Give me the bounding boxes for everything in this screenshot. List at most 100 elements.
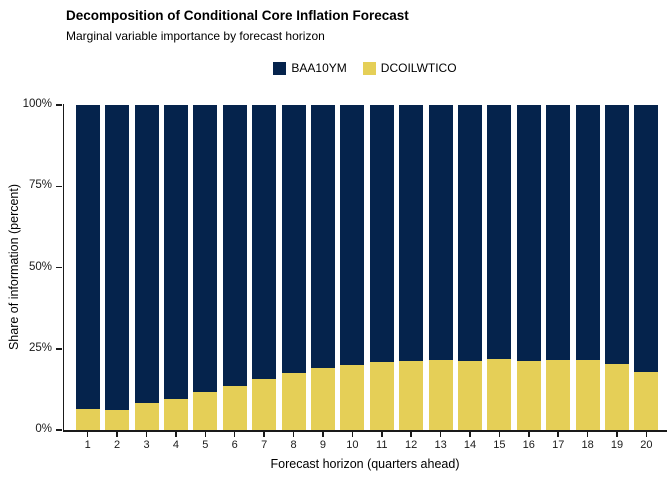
bar-group-8 [279, 105, 308, 430]
x-tick-mark [498, 431, 501, 437]
legend-swatch-icon [273, 61, 287, 75]
bar-group-17 [544, 105, 573, 430]
x-tick-mark [645, 431, 648, 437]
bar-group-10 [338, 105, 367, 430]
stacked-bar [281, 105, 306, 430]
legend-label: BAA10YM [291, 61, 347, 75]
x-tick-label: 8 [290, 438, 297, 451]
bar-group-19 [602, 105, 631, 430]
bar-group-11 [367, 105, 396, 430]
stacked-bar [605, 105, 630, 430]
bar-segment-DCOILWTICO [546, 360, 571, 430]
bar-segment-DCOILWTICO [105, 409, 130, 430]
bar-group-9 [308, 105, 337, 430]
x-tick-mark [204, 431, 207, 437]
bar-group-7 [249, 105, 278, 430]
x-tick-label: 16 [522, 438, 535, 451]
x-tick-3: 3 [132, 431, 161, 451]
x-tick-label: 6 [231, 438, 238, 451]
x-axis-ticks: 1 2 3 4 5 6 7 8 9 10 11 12 13 14 15 16 17 18 19 20 [64, 431, 666, 451]
x-tick-mark [381, 431, 383, 437]
stacked-bar [134, 105, 159, 430]
bar-group-5 [191, 105, 220, 430]
x-tick-mark [557, 431, 559, 437]
x-tick-label: 1 [84, 438, 91, 451]
stacked-bar [575, 105, 600, 430]
x-tick-mark [263, 431, 265, 437]
x-tick-4: 4 [161, 431, 190, 451]
chart-title: Decomposition of Conditional Core Inflat… [66, 8, 409, 23]
x-tick-mark [175, 431, 177, 437]
x-tick-19: 19 [602, 431, 631, 451]
stacked-bar [546, 105, 571, 430]
x-axis-title: Forecast horizon (quarters ahead) [270, 457, 460, 471]
x-tick-mark [86, 431, 89, 437]
bar-segment-DCOILWTICO [516, 361, 541, 430]
legend-label: DCOILWTICO [380, 61, 457, 75]
bar-segment-DCOILWTICO [340, 365, 365, 430]
bar-group-1 [73, 105, 102, 430]
chart-subtitle: Marginal variable importance by forecast… [66, 29, 325, 43]
x-tick-1: 1 [73, 431, 102, 451]
bar-segment-DCOILWTICO [575, 359, 600, 430]
bar-segment-DCOILWTICO [281, 373, 306, 430]
bar-segment-DCOILWTICO [252, 379, 277, 430]
y-tick-label: 25% [28, 341, 52, 354]
stacked-bar [399, 105, 424, 430]
bar-group-20 [632, 105, 661, 430]
x-tick-10: 10 [338, 431, 367, 451]
x-tick-6: 6 [220, 431, 249, 451]
legend-swatch-icon [362, 61, 376, 75]
y-tick-label: 75% [28, 179, 52, 192]
bar-segment-DCOILWTICO [193, 392, 218, 430]
x-tick-14: 14 [455, 431, 484, 451]
x-tick-5: 5 [191, 431, 220, 451]
bar-segment-DCOILWTICO [605, 364, 630, 430]
stacked-bar [222, 105, 247, 430]
x-tick-mark [351, 431, 354, 437]
x-tick-mark [469, 431, 471, 437]
bar-segment-DCOILWTICO [399, 361, 424, 430]
y-tick-label: 50% [28, 260, 52, 273]
bar-segment-DCOILWTICO [487, 358, 512, 430]
stacked-bar [310, 105, 335, 430]
y-tick-label: 100% [22, 98, 52, 110]
x-tick-label: 20 [640, 438, 653, 451]
legend-item-DCOILWTICO: DCOILWTICO [362, 61, 457, 75]
x-tick-20: 20 [632, 431, 661, 451]
stacked-bar [516, 105, 541, 430]
bar-group-15 [485, 105, 514, 430]
x-tick-13: 13 [426, 431, 455, 451]
x-tick-16: 16 [514, 431, 543, 451]
bar-segment-DCOILWTICO [163, 399, 188, 430]
bar-segment-DCOILWTICO [634, 372, 659, 430]
x-tick-label: 10 [346, 438, 359, 451]
y-tick-mark [56, 266, 62, 269]
x-tick-7: 7 [249, 431, 278, 451]
x-tick-label: 3 [143, 438, 150, 451]
bar-group-12 [396, 105, 425, 430]
x-tick-mark [528, 431, 530, 437]
x-tick-17: 17 [544, 431, 573, 451]
x-tick-label: 17 [552, 438, 565, 451]
stacked-bar [634, 105, 659, 430]
stacked-bar [487, 105, 512, 430]
legend: BAA10YM DCOILWTICO [64, 60, 666, 76]
y-tick-mark [56, 348, 62, 350]
y-tick-mark [56, 429, 62, 431]
x-tick-label: 14 [463, 438, 477, 451]
x-tick-11: 11 [367, 431, 396, 451]
bar-group-14 [455, 105, 484, 430]
y-tick-mark [56, 104, 62, 106]
legend-item-BAA10YM: BAA10YM [273, 61, 347, 75]
stacked-bar [252, 105, 277, 430]
bar-group-6 [220, 105, 249, 430]
bar-group-2 [102, 105, 131, 430]
bar-group-16 [514, 105, 543, 430]
bar-group-3 [132, 105, 161, 430]
x-tick-mark [116, 431, 118, 437]
x-tick-18: 18 [573, 431, 602, 451]
x-tick-label: 13 [434, 438, 447, 451]
x-tick-label: 11 [376, 438, 388, 451]
